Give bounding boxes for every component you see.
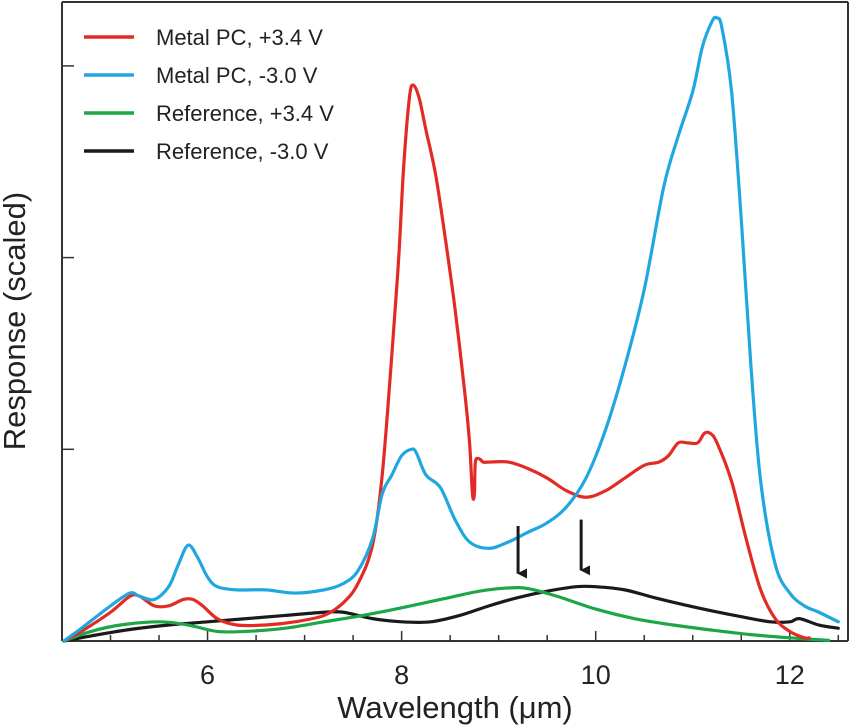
legend: Metal PC, +3.4 V Metal PC, -3.0 V Referenc… <box>84 25 334 164</box>
series-line-1 <box>64 85 809 641</box>
y-axis-label: Response (scaled) <box>0 192 32 450</box>
x-tick-label: 6 <box>200 660 215 690</box>
x-tick-label: 12 <box>775 660 805 690</box>
x-axis-label: Wavelength (μm) <box>337 690 573 725</box>
legend-label-4: Reference, -3.0 V <box>156 139 329 164</box>
legend-label-2: Metal PC, -3.0 V <box>156 63 318 88</box>
annotations <box>518 520 581 574</box>
chart: 6 8 10 12 Metal PC, +3.4 V Metal PC, -3.0 V R… <box>0 0 850 728</box>
legend-label-3: Reference, +3.4 V <box>156 101 334 126</box>
legend-label-1: Metal PC, +3.4 V <box>156 25 323 50</box>
y-ticks <box>62 66 74 449</box>
x-tick-label: 10 <box>581 660 611 690</box>
series-line-3 <box>64 588 829 641</box>
x-tick-label: 8 <box>394 660 409 690</box>
x-ticks: 6 8 10 12 <box>111 631 839 690</box>
